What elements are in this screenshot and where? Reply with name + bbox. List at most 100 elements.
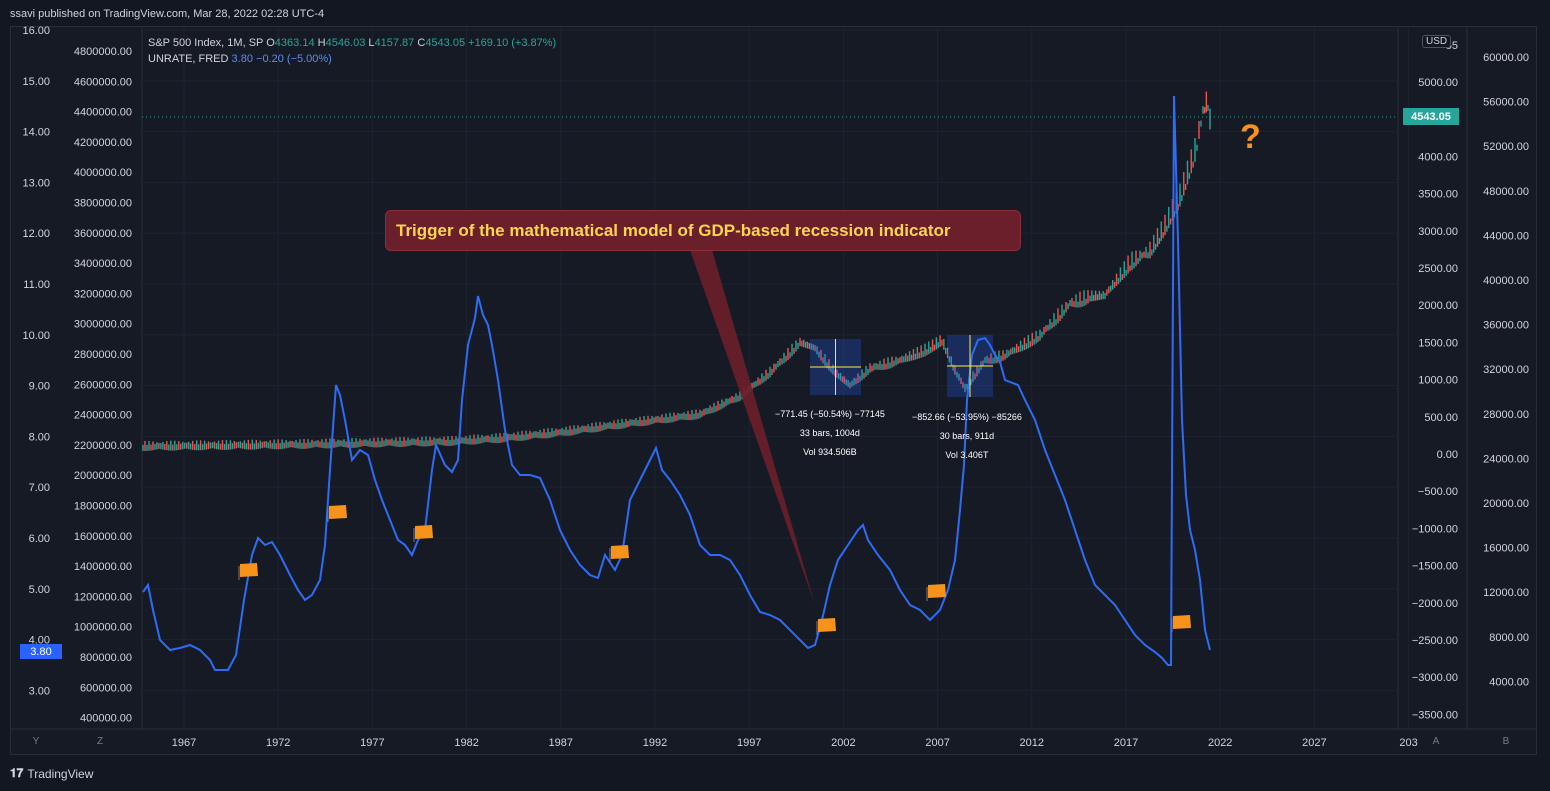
price-tick-label: 5000.00 <box>1418 77 1458 89</box>
spx-high: 4546.03 <box>325 37 366 49</box>
recession-flag <box>928 584 946 598</box>
volume-tick-label: 4000000.00 <box>74 167 132 179</box>
measure-1-line1: −771.45 (−50.54%) −77145 <box>775 409 885 419</box>
price-tick-label: −500.00 <box>1418 486 1458 498</box>
recession-flag <box>415 525 433 539</box>
unrate-tick-label: 13.00 <box>22 177 50 189</box>
unrate-tick-label: 3.00 <box>29 685 50 697</box>
unrate-change: −0.20 (−5.00%) <box>256 53 332 65</box>
volume-tick-label: 2200000.00 <box>74 440 132 452</box>
axis-button-y[interactable]: Y <box>32 735 40 747</box>
year-tick-label: 1987 <box>549 737 573 749</box>
spx-candles <box>142 91 1211 451</box>
price-tick-label: −1000.00 <box>1412 523 1458 535</box>
publish-header: ssavi published on TradingView.com, Mar … <box>0 0 1550 26</box>
volume-tick-label: 3800000.00 <box>74 198 132 210</box>
unrate-line <box>142 95 1211 671</box>
unrate-tick-label: 8.00 <box>29 431 50 443</box>
price-tick-label: 3000.00 <box>1418 226 1458 238</box>
recession-flag <box>818 618 836 632</box>
volume-tick-label: 3000000.00 <box>74 319 132 331</box>
currency-button[interactable]: USD <box>1422 35 1452 48</box>
year-tick-label: 1997 <box>737 737 761 749</box>
spx-close-label: C <box>417 37 426 49</box>
spx-open: 4363.14 <box>274 37 315 49</box>
spx-low: 4157.87 <box>374 37 415 49</box>
unrate-tick-label: 11.00 <box>23 279 50 291</box>
gdp-tick-label: 32000.00 <box>1483 364 1529 376</box>
gdp-tick-label: 52000.00 <box>1483 141 1529 153</box>
question-mark[interactable]: ? <box>1240 118 1261 156</box>
recession-flag <box>611 545 629 559</box>
unrate-tick-label: 7.00 <box>29 482 50 494</box>
price-tick-label: −3000.00 <box>1412 672 1458 684</box>
volume-tick-label: 4400000.00 <box>74 107 132 119</box>
gdp-tick-label: 44000.00 <box>1483 230 1529 242</box>
unrate-price-tag: 3.80 <box>20 644 62 659</box>
recession-flag <box>240 563 258 577</box>
spx-high-label: H <box>317 37 326 49</box>
price-tick-label: 2000.00 <box>1418 300 1458 312</box>
spx-close: 4543.05 <box>425 37 466 49</box>
measure-2-line2: 30 bars, 911d <box>939 431 995 441</box>
recession-flag <box>329 505 347 519</box>
axis-button-a[interactable]: A <box>1432 735 1440 747</box>
price-tick-label: −2000.00 <box>1412 598 1458 610</box>
volume-tick-label: 600000.00 <box>80 682 132 694</box>
axis-button-b[interactable]: B <box>1502 735 1510 747</box>
volume-tick-label: 4200000.00 <box>74 137 132 149</box>
volume-tick-label: 4600000.00 <box>74 76 132 88</box>
gdp-tick-label: 8000.00 <box>1489 632 1529 644</box>
price-tick-label: 0.00 <box>1437 449 1458 461</box>
annotation-callout[interactable]: Trigger of the mathematical model of GDP… <box>385 210 1021 251</box>
year-tick-label: 2007 <box>925 737 949 749</box>
volume-tick-label: 3200000.00 <box>74 288 132 300</box>
gdp-tick-label: 12000.00 <box>1483 587 1529 599</box>
volume-tick-label: 1200000.00 <box>74 591 132 603</box>
year-tick-label: 1982 <box>454 737 478 749</box>
annotation-pointer <box>690 250 815 605</box>
measure-1-line3: Vol 934.506B <box>803 447 857 457</box>
unrate-tick-label: 12.00 <box>22 228 50 240</box>
price-tick-label: 4000.00 <box>1418 151 1458 163</box>
unrate-tick-label: 9.00 <box>29 381 50 393</box>
gdp-tick-label: 60000.00 <box>1483 52 1529 64</box>
year-tick-label: 2022 <box>1208 737 1232 749</box>
year-tick-label: 2017 <box>1114 737 1138 749</box>
gdp-tick-label: 40000.00 <box>1483 275 1529 287</box>
recession-flag <box>1173 615 1191 629</box>
price-tick-label: 500.00 <box>1424 412 1458 424</box>
year-tick-label: 2002 <box>831 737 855 749</box>
gdp-tick-label: 16000.00 <box>1483 543 1529 555</box>
volume-tick-label: 3400000.00 <box>74 258 132 270</box>
year-tick-label: 2027 <box>1302 737 1326 749</box>
footer-brand-label: TradingView <box>27 766 94 781</box>
gdp-tick-label: 4000.00 <box>1489 676 1529 688</box>
gdp-tick-label: 28000.00 <box>1483 409 1529 421</box>
axis-button-z[interactable]: Z <box>96 735 104 747</box>
measure-2-line3: Vol 3.406T <box>945 450 989 460</box>
gdp-tick-label: 24000.00 <box>1483 453 1529 465</box>
measurement-label-1: −771.45 (−50.54%) −77145 33 bars, 1004d … <box>775 405 885 462</box>
price-tick-label: 2500.00 <box>1418 263 1458 275</box>
tradingview-logo-icon: 𝟏𝟕 <box>10 766 24 780</box>
spx-legend: S&P 500 Index, 1M, SP O4363.14 H4546.03 … <box>148 37 556 49</box>
year-tick-label: 1972 <box>266 737 290 749</box>
volume-tick-label: 1600000.00 <box>74 531 132 543</box>
volume-tick-label: 4800000.00 <box>74 46 132 58</box>
gdp-tick-label: 20000.00 <box>1483 498 1529 510</box>
year-tick-label: 1967 <box>172 737 196 749</box>
chart-pane[interactable] <box>10 26 1537 755</box>
price-tick-label: −2500.00 <box>1412 635 1458 647</box>
unrate-name: UNRATE, FRED <box>148 53 229 65</box>
unrate-value: 3.80 <box>231 53 253 65</box>
gdp-tick-label: 48000.00 <box>1483 186 1529 198</box>
price-tick-label: 1500.00 <box>1418 337 1458 349</box>
price-tick-label: 1000.00 <box>1418 375 1458 387</box>
gdp-tick-label: 56000.00 <box>1483 97 1529 109</box>
footer-brand[interactable]: 𝟏𝟕 TradingView <box>10 766 93 781</box>
volume-tick-label: 800000.00 <box>80 652 132 664</box>
volume-tick-label: 1400000.00 <box>74 561 132 573</box>
unrate-tick-label: 6.00 <box>29 533 50 545</box>
